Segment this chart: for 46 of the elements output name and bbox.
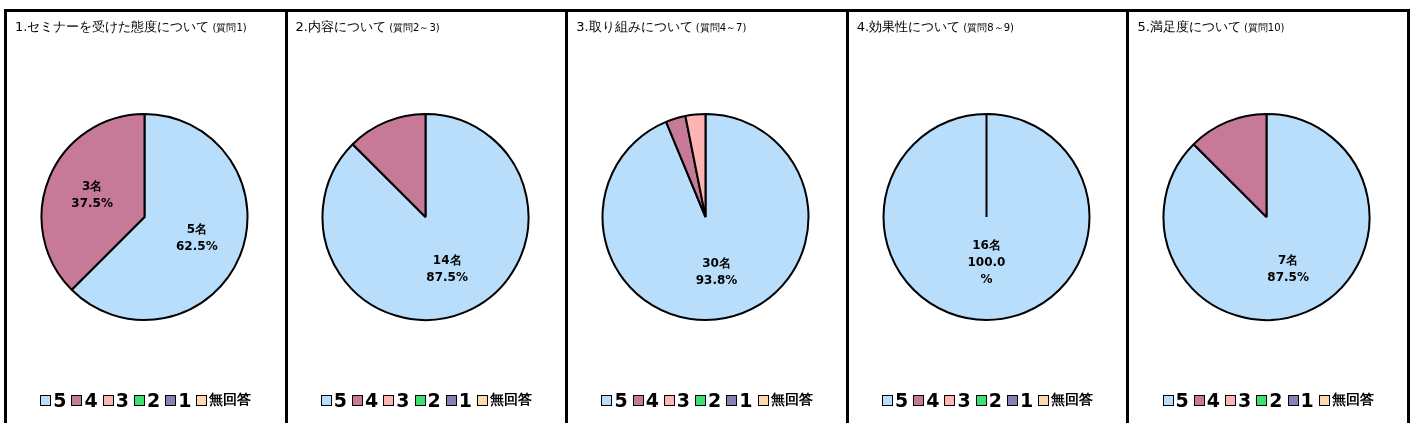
legend-label: 2 xyxy=(1269,389,1283,411)
legend-label: 4 xyxy=(365,389,379,411)
legend-label: 2 xyxy=(146,389,161,411)
chart-subtitle: (質問4～7) xyxy=(694,22,747,33)
legend-label: 1 xyxy=(178,389,192,411)
legend-label: 3 xyxy=(1238,389,1252,411)
legend-label: 2 xyxy=(427,389,441,411)
chart-title: 4.効果性について xyxy=(856,19,961,34)
legend-label: 無回答 xyxy=(489,391,532,409)
data-label: 30名 93.8% xyxy=(695,256,738,288)
legend-label: 無回答 xyxy=(1051,391,1094,409)
data-label: 14名 87.5% xyxy=(425,252,468,284)
legend-label: 3 xyxy=(676,389,691,411)
chart-subtitle: (質問2～3) xyxy=(388,22,440,33)
data-label: 3名 37.5% xyxy=(71,178,113,210)
legend-label: 5 xyxy=(894,389,909,411)
legend-label: 2 xyxy=(708,389,722,411)
legend-label: 4 xyxy=(926,389,940,411)
chart-title: 5.満足度について xyxy=(1137,19,1241,34)
legend-label: 1 xyxy=(739,389,753,411)
legend-label: 1 xyxy=(458,389,472,411)
data-label: 7名 87.5% xyxy=(1267,252,1310,284)
legend-label: 3 xyxy=(957,389,971,411)
legend-label: 3 xyxy=(396,389,410,411)
data-label: 16名 100.0 % xyxy=(967,238,1006,287)
legend-label: 1 xyxy=(1019,389,1034,411)
legend-label: 5 xyxy=(333,389,348,411)
chart-title: 3.取り組みについて xyxy=(576,19,693,34)
legend-label: 2 xyxy=(988,389,1002,411)
chart-subtitle: (質問10) xyxy=(1242,22,1285,33)
data-label: 5名 62.5% xyxy=(176,222,218,254)
chart-title: 1.セミナーを受けた態度について xyxy=(15,19,210,34)
chart-subtitle: (質問8～9) xyxy=(962,22,1014,33)
legend-label: 3 xyxy=(115,389,129,411)
legend-label: 4 xyxy=(1206,389,1221,411)
legend-label: 5 xyxy=(53,389,67,411)
legend-label: 無回答 xyxy=(209,391,252,409)
chart-subtitle: (質問1) xyxy=(211,22,247,33)
legend-label: 4 xyxy=(645,389,659,411)
legend-label: 5 xyxy=(614,389,628,411)
legend-label: 5 xyxy=(1175,389,1189,411)
legend-label: 1 xyxy=(1300,389,1314,411)
legend-label: 4 xyxy=(84,389,98,411)
legend-label: 無回答 xyxy=(770,391,813,409)
legend-label: 無回答 xyxy=(1331,391,1374,409)
chart-title: 2.内容について xyxy=(295,19,386,34)
